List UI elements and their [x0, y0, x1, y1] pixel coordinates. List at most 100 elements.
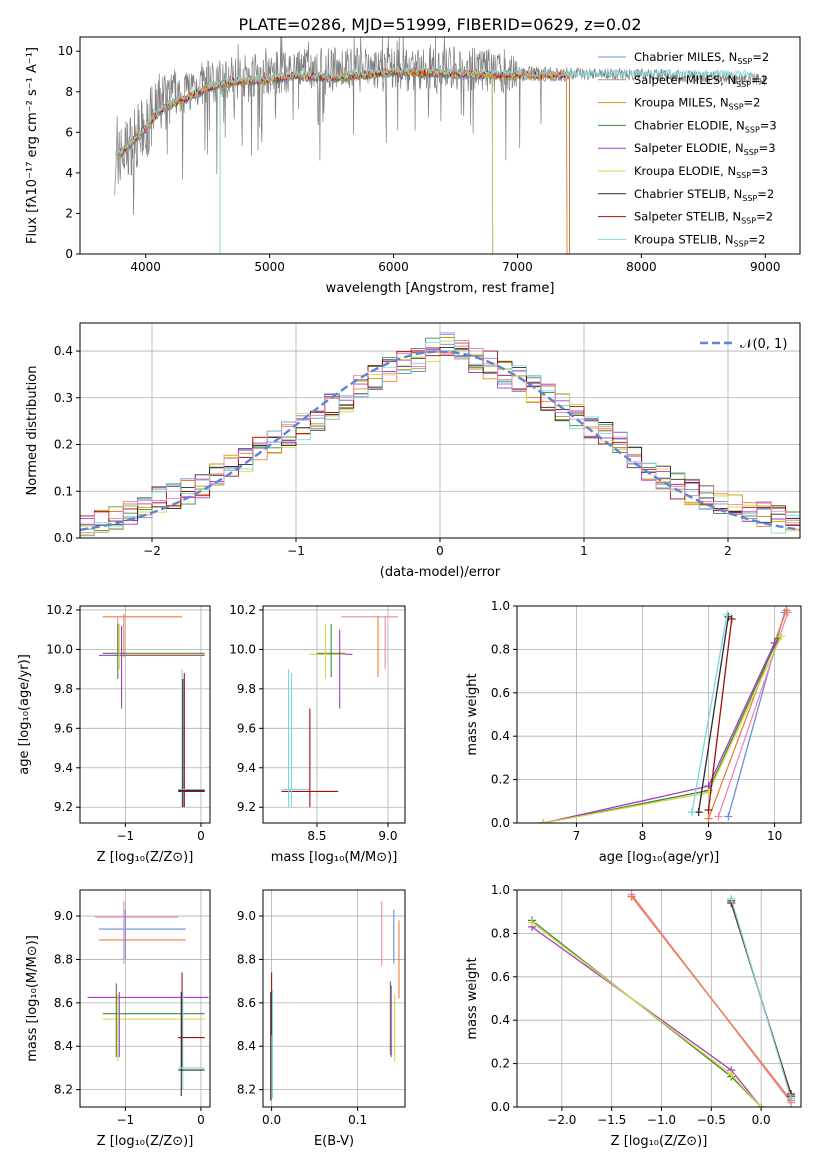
frame-mass_vs_Z: −1 0 8.2 8.4 8.6 8.8 9.0 Z [log₁₀(Z/Z⊙)] mass [l… — [25, 889, 211, 1149]
legend-subscript: SSP — [736, 171, 751, 180]
plot-area — [114, 37, 766, 254]
y-tick-label: 0.4 — [54, 344, 73, 358]
weight-line — [543, 636, 782, 823]
weight-marker — [787, 1094, 796, 1103]
x-tick-label: −1 — [116, 1113, 134, 1127]
weight-marker — [723, 610, 732, 619]
weight-marker — [627, 892, 636, 901]
weight-line — [631, 896, 792, 1101]
legend-entry: Salpeter STELIB, NSSP=2 — [634, 210, 773, 226]
frame-age_vs_Z: −1 0 9.2 9.4 9.6 9.8 10.0 10.2 Z [log₁₀(Z/Z⊙)] ag… — [17, 603, 211, 865]
y-tick-label: 8.2 — [237, 1083, 256, 1097]
legend-subscript: SSP — [745, 125, 760, 134]
x-tick-label: 0.0 — [752, 1113, 771, 1127]
model-spectrum — [115, 68, 494, 254]
y-tick-label: 0.6 — [491, 686, 510, 700]
legend-subscript: SSP — [736, 80, 751, 89]
model-spectrum — [115, 67, 494, 254]
plot-area — [98, 613, 205, 808]
legend-entry: Chabrier MILES, NSSP=2 — [634, 50, 769, 66]
y-tick-label: 9.4 — [54, 761, 73, 775]
weight-marker — [727, 894, 736, 903]
weight-marker — [688, 808, 697, 817]
x-tick-label: 6000 — [378, 260, 409, 274]
y-tick-label: 8.8 — [54, 952, 73, 966]
plot-area — [270, 900, 400, 1101]
x-tick-label: 0 — [197, 1113, 205, 1127]
x-tick-label: −0.5 — [697, 1113, 726, 1127]
x-tick-label: −1 — [116, 829, 134, 843]
y-tick-label: 0.1 — [54, 484, 73, 498]
x-axis-label: Z [log₁₀(Z/Z⊙)] — [97, 850, 194, 865]
panel-weight_vs_Z — [517, 889, 801, 1108]
plot-area — [80, 332, 800, 537]
panel-residuals — [80, 323, 800, 539]
y-tick-label: 8.4 — [237, 1039, 256, 1053]
panel-age_vs_Z — [80, 606, 210, 823]
x-tick-label: 7000 — [502, 260, 533, 274]
x-tick-label: 8 — [639, 829, 647, 843]
x-tick-label: 8.5 — [307, 829, 326, 843]
x-tick-label: 0 — [436, 544, 444, 558]
y-tick-label: 0.2 — [491, 773, 510, 787]
y-tick-label: 0.8 — [491, 926, 510, 940]
y-tick-label: 0.2 — [491, 1057, 510, 1071]
panel-age_vs_mass — [263, 606, 405, 823]
plot-area — [539, 606, 792, 823]
y-tick-label: 10.2 — [46, 603, 73, 617]
histogram-step — [80, 346, 800, 526]
frame-mass_vs_ebv: 0.0 0.1 8.2 8.4 8.6 8.8 9.0 E(B-V) — [237, 889, 406, 1149]
figure-title: PLATE=0286, MJD=51999, FIBERID=0629, z=0… — [238, 15, 641, 34]
legend-value: =2 — [752, 50, 769, 64]
x-tick-label: −1 — [287, 544, 305, 558]
frame-weight_vs_Z: −2.0 −1.5 −1.0 −0.5 0.0 0.0 0.2 0.4 0.6 0.8 1.0 Z [… — [465, 883, 802, 1149]
x-axis-label: Z [log₁₀(Z/Z⊙)] — [611, 1134, 708, 1149]
frame-age_vs_mass: 8.5 9.0 9.2 9.4 9.6 9.8 10.0 10.2 mass [log₁₀(M/… — [229, 603, 406, 865]
x-tick-label: 9 — [705, 829, 713, 843]
weight-line — [691, 614, 728, 813]
y-tick-label: 9.0 — [237, 909, 256, 923]
plot-area — [527, 890, 796, 1107]
y-axis-label: mass weight — [465, 673, 480, 755]
y-axis-label: mass weight — [465, 957, 480, 1039]
legend-entry: Chabrier STELIB, NSSP=2 — [634, 187, 774, 203]
y-tick-label: 0.4 — [491, 1013, 510, 1027]
legend-entry: 𝒩(0, 1) — [740, 337, 787, 352]
y-tick-label: 9.6 — [237, 721, 256, 735]
legend-subscript: SSP — [729, 103, 744, 112]
weight-marker — [727, 1070, 736, 1079]
x-tick-label: 9.0 — [378, 829, 397, 843]
y-tick-label: 0.0 — [491, 1100, 510, 1114]
y-tick-label: 0.6 — [491, 970, 510, 984]
legend-entry: Salpeter ELODIE, NSSP=3 — [634, 141, 776, 157]
legend-value: =3 — [751, 164, 768, 178]
x-tick-label: −2.0 — [547, 1113, 576, 1127]
y-tick-label: 9.2 — [54, 800, 73, 814]
y-tick-label: 9.0 — [54, 909, 73, 923]
y-tick-label: 9.4 — [237, 761, 256, 775]
weight-marker — [777, 632, 786, 641]
legend-value: =3 — [759, 141, 776, 155]
histogram-step — [80, 348, 800, 526]
weight-marker — [704, 814, 713, 823]
weight-marker — [714, 812, 723, 821]
legend-value: =2 — [744, 96, 761, 110]
x-axis-label: (data-model)/error — [380, 565, 501, 580]
x-tick-label: −1.5 — [597, 1113, 626, 1127]
x-tick-label: 10 — [767, 829, 782, 843]
y-tick-label: 0.8 — [491, 642, 510, 656]
legend-entry: Kroupa ELODIE, NSSP=3 — [634, 164, 768, 180]
y-tick-label: 4 — [65, 166, 73, 180]
plots: 4000 5000 6000 7000 8000 90000246810wavelengt… — [17, 36, 802, 1149]
axes-frame — [79, 36, 801, 255]
y-tick-label: 0.0 — [491, 816, 510, 830]
frame-residuals: −2 −1 0 1 2 0.0 0.1 0.2 0.3 0.4 (data-model)/error… — [25, 322, 801, 580]
model-spectrum — [115, 67, 570, 254]
x-tick-label: −2 — [143, 544, 161, 558]
axes-frame — [516, 889, 802, 1108]
y-tick-label: 8.8 — [237, 952, 256, 966]
y-tick-label: 0 — [65, 247, 73, 261]
axes-frame — [79, 605, 211, 824]
normal-curve — [80, 350, 800, 531]
